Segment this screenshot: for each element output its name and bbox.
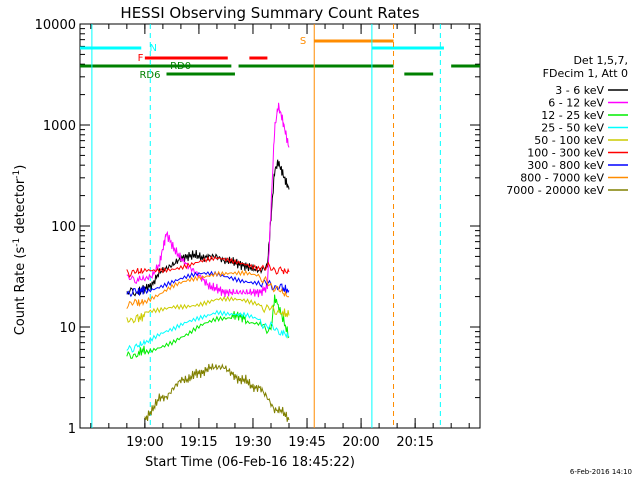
y-axis-label-end: ) [13, 165, 28, 170]
legend-entry-label: 12 - 25 keV [541, 109, 604, 122]
time-markers [91, 24, 441, 428]
y-tick-label: 10 [59, 321, 76, 336]
series-lines [126, 102, 290, 422]
legend-entry-label: 6 - 12 keV [548, 97, 604, 110]
x-tick-label: 19:45 [288, 435, 325, 450]
series-line [126, 102, 290, 298]
legend-entry-label: 25 - 50 keV [541, 122, 604, 135]
y-axis-label-sup1: -1 [12, 238, 22, 247]
series-line [126, 295, 290, 324]
y-axis-label-sup2: -1 [12, 170, 22, 179]
y-tick-label: 10000 [35, 18, 76, 33]
x-tick-label: 20:00 [342, 435, 379, 450]
x-tick-label: 19:00 [126, 435, 163, 450]
series-line [126, 270, 290, 298]
legend-header: Det 1,5,7, [573, 54, 628, 67]
flag-label-rd0: RD0 [170, 61, 191, 72]
y-axis-label-mid: detector [13, 178, 28, 238]
y-axis-label: Count Rate (s-1 detector-1) [12, 165, 28, 336]
legend-entry-label: 100 - 300 keV [527, 147, 604, 160]
legend-entry-label: 7000 - 20000 keV [506, 184, 604, 197]
x-axis-label: Start Time (06-Feb-16 18:45:22) [145, 455, 355, 470]
series-line [126, 309, 290, 353]
chart-title: HESSI Observing Summary Count Rates [120, 4, 419, 22]
series-line [126, 255, 290, 278]
flag-label-rd6: RD6 [139, 70, 160, 81]
flag-label-n: N [150, 43, 157, 54]
y-tick-label: 1 [68, 422, 76, 437]
legend-entry-label: 50 - 100 keV [534, 134, 604, 147]
y-tick-label: 1000 [43, 119, 76, 134]
series-line [126, 269, 290, 309]
timestamp: 6-Feb-2016 14:10 [570, 468, 632, 476]
x-tick-label: 20:15 [396, 435, 433, 450]
series-line [126, 294, 290, 359]
legend-entry-label: 3 - 6 keV [555, 84, 604, 97]
axes: 1 10 100 1000 10000 19:00 19:15 19:30 19:45 20:00… [35, 18, 481, 450]
instrument-flags: NF S RD0 RD6 [80, 36, 480, 81]
series-line [144, 363, 290, 422]
legend-entry-label: 300 - 800 keV [527, 159, 604, 172]
legend-header: FDecim 1, Att 0 [543, 67, 628, 80]
flag-label-s: S [300, 36, 306, 47]
x-tick-label: 19:15 [180, 435, 217, 450]
y-tick-label: 100 [51, 220, 76, 235]
flag-label-f: F [138, 53, 144, 64]
y-axis-label-main: Count Rate (s [13, 247, 28, 336]
legend-entry-label: 800 - 7000 keV [520, 172, 604, 185]
x-tick-label: 19:30 [234, 435, 271, 450]
